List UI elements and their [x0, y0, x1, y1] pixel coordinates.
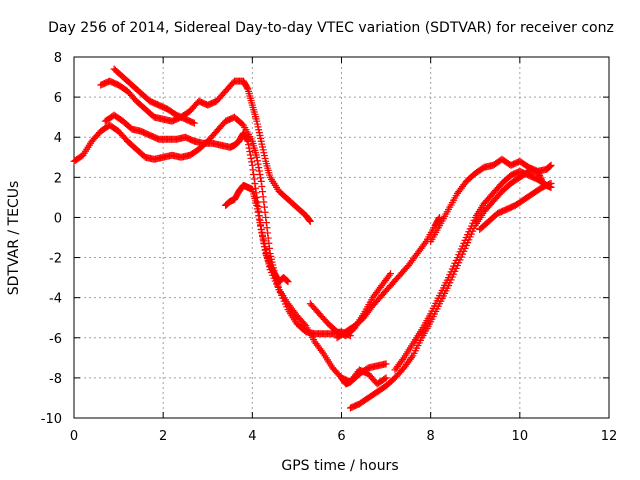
- series-arc-3: [70, 113, 354, 340]
- data-point-interp: [301, 320, 309, 328]
- data-point-interp: [255, 212, 263, 220]
- data-series: [70, 65, 555, 412]
- data-point-interp: [254, 160, 262, 168]
- data-point: [306, 217, 314, 225]
- series-arc-7: [333, 213, 444, 342]
- grid: [74, 57, 609, 418]
- x-axis-label: GPS time / hours: [281, 458, 398, 474]
- data-point-interp: [253, 205, 261, 213]
- data-point-interp: [318, 348, 326, 356]
- series-arc-2: [110, 65, 198, 127]
- y-tick-label: -6: [49, 332, 62, 347]
- series-arc-12: [338, 366, 390, 388]
- data-point-interp: [537, 176, 545, 184]
- y-tick-label: 0: [54, 211, 62, 226]
- data-point: [382, 360, 390, 368]
- data-point: [284, 278, 292, 286]
- data-point-interp: [253, 157, 261, 165]
- data-point: [547, 179, 555, 187]
- series-arc-9: [391, 167, 555, 374]
- data-point: [538, 177, 546, 185]
- y-tick-label: 8: [54, 51, 62, 66]
- data-point-interp: [247, 154, 255, 162]
- plot-area-frame: [73, 56, 610, 419]
- data-point-interp: [255, 167, 263, 175]
- data-point: [244, 137, 252, 145]
- x-tick-label: 8: [427, 429, 435, 444]
- data-point-interp: [246, 148, 254, 156]
- x-tick-label: 6: [337, 429, 345, 444]
- data-point-interp: [245, 141, 253, 149]
- data-point-interp: [250, 170, 258, 178]
- data-point: [387, 270, 395, 278]
- data-point: [382, 374, 390, 382]
- data-point-interp: [260, 203, 268, 211]
- data-point-interp: [258, 183, 266, 191]
- x-tick-label: 12: [601, 429, 618, 444]
- series-arc-10: [427, 155, 546, 246]
- data-point-interp: [259, 188, 267, 196]
- data-point-interp: [256, 219, 264, 227]
- data-point-interp: [249, 166, 257, 174]
- data-point: [248, 161, 256, 169]
- data-point-interp: [260, 198, 268, 206]
- data-point-interp: [248, 158, 256, 166]
- data-point: [257, 177, 265, 185]
- series-arc-11: [476, 179, 555, 233]
- x-tick-label: 2: [159, 429, 167, 444]
- data-point-interp: [245, 144, 253, 152]
- y-tick-label: 6: [54, 91, 62, 106]
- x-tick-label: 0: [70, 429, 78, 444]
- series-arc-4: [101, 111, 292, 286]
- data-point-interp: [385, 271, 393, 279]
- y-tick-label: -10: [41, 412, 62, 427]
- data-point: [190, 119, 198, 127]
- data-point-interp: [305, 216, 313, 224]
- data-point-interp: [243, 136, 251, 144]
- series-arc-1: [97, 77, 314, 225]
- data-point-interp: [306, 217, 314, 225]
- data-point-interp: [263, 224, 271, 232]
- y-tick-label: 4: [54, 131, 62, 146]
- chart-title: Day 256 of 2014, Sidereal Day-to-day VTE…: [48, 20, 614, 36]
- data-point-interp: [266, 244, 274, 252]
- data-point-interp: [254, 208, 262, 216]
- y-tick-label: -4: [49, 292, 62, 307]
- y-tick-label: 2: [54, 171, 62, 186]
- data-point-interp: [381, 375, 389, 383]
- data-point-interp: [250, 175, 258, 183]
- y-tick-label: -8: [49, 372, 62, 387]
- data-point: [253, 201, 261, 209]
- data-point-interp: [399, 356, 407, 364]
- data-point-interp: [256, 170, 264, 178]
- axis-ticks: 0 2 4 6 8 10 12 -10 -8 -6 -4 -2 0 2 4 6 8: [41, 51, 618, 444]
- data-point-interp: [421, 239, 429, 247]
- x-tick-label: 4: [248, 429, 256, 444]
- data-point: [547, 161, 555, 169]
- data-point: [262, 213, 270, 221]
- data-point-interp: [243, 84, 251, 92]
- data-point-interp: [251, 180, 259, 188]
- data-point-interp: [261, 208, 269, 216]
- data-point-interp: [408, 354, 416, 362]
- x-tick-label: 10: [512, 429, 529, 444]
- data-point-interp: [257, 174, 265, 182]
- y-axis-label: SDTVAR / TECUs: [6, 181, 22, 296]
- data-point-interp: [257, 222, 265, 230]
- data-point-interp: [255, 164, 263, 172]
- data-point-interp: [246, 151, 254, 159]
- data-point-interp: [262, 219, 270, 227]
- data-point: [253, 153, 261, 161]
- data-point-interp: [259, 193, 267, 201]
- data-point-interp: [255, 215, 263, 223]
- y-tick-label: -2: [49, 252, 62, 267]
